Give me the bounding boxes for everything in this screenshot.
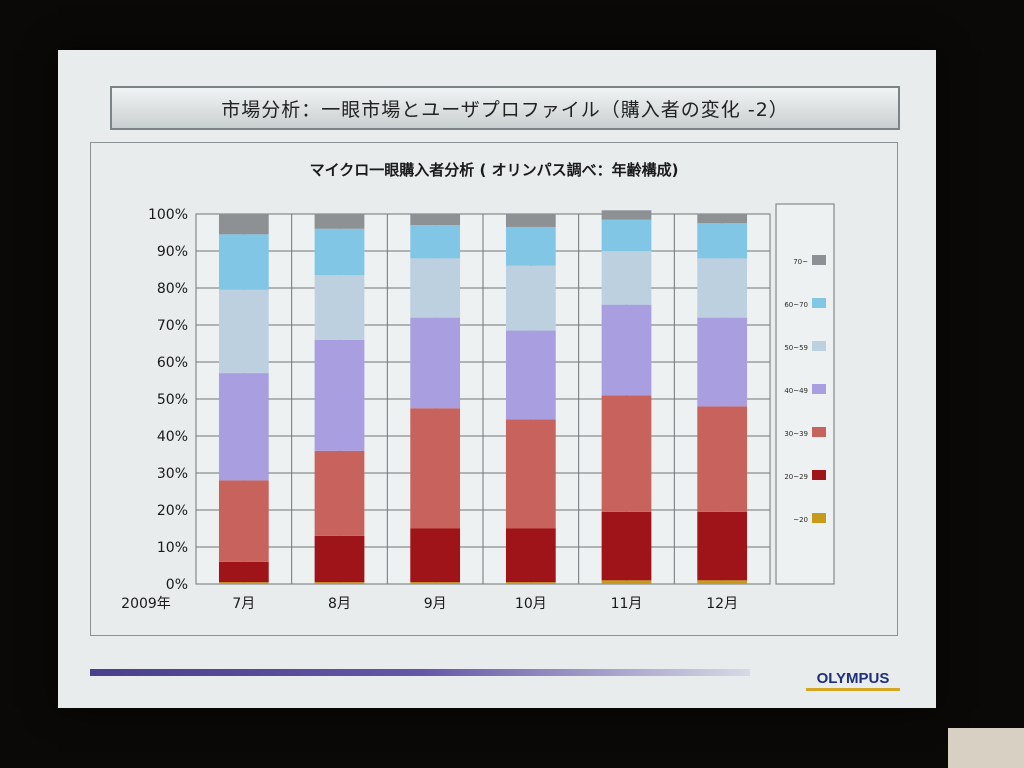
- legend-swatch: [812, 427, 826, 437]
- x-tick-label: 11月: [611, 596, 643, 612]
- olympus-logo: OLYMPUS: [816, 670, 890, 687]
- bar-segment-3-5: [410, 258, 461, 318]
- bar-segment-2-5: [314, 275, 365, 340]
- bar-segment-6-2: [697, 511, 748, 581]
- y-tick-label: 100%: [148, 207, 188, 223]
- bar-segment-6-4: [697, 317, 748, 407]
- bar-segment-1-3: [218, 480, 269, 562]
- bar-segment-2-2: [314, 535, 365, 583]
- y-tick-label: 20%: [157, 503, 188, 519]
- chart-title: マイクロ一眼購入者分析 ( オリンパス調べ：年齢構成): [310, 161, 679, 179]
- bar-segment-4-6: [505, 226, 556, 266]
- bar-segment-6-3: [697, 406, 748, 512]
- bar-segment-4-2: [505, 528, 556, 583]
- legend-label: 40~49: [784, 387, 808, 395]
- bar-segment-6-5: [697, 258, 748, 318]
- y-tick-label: 40%: [157, 429, 188, 445]
- x-tick-label: 12月: [706, 596, 738, 612]
- y-tick-label: 90%: [157, 244, 188, 260]
- bar-segment-2-4: [314, 339, 365, 451]
- y-tick-label: 80%: [157, 281, 188, 297]
- bar-segment-4-3: [505, 419, 556, 529]
- legend-swatch: [812, 384, 826, 394]
- year-label: 2009年: [121, 596, 171, 612]
- bar-segment-2-7: [314, 214, 365, 229]
- bar-segment-1-7: [218, 214, 269, 235]
- bar-segment-3-2: [410, 528, 461, 583]
- legend-label: 20~29: [784, 473, 808, 481]
- legend-label: 60~70: [784, 301, 808, 309]
- bar-segment-1-4: [218, 373, 269, 481]
- bar-segment-5-1: [601, 580, 652, 584]
- legend-swatch: [812, 470, 826, 480]
- bar-segment-5-2: [601, 511, 652, 581]
- x-tick-label: 7月: [232, 596, 255, 612]
- bar-segment-2-6: [314, 228, 365, 276]
- bar-segment-5-3: [601, 395, 652, 512]
- y-tick-label: 10%: [157, 540, 188, 556]
- bar-segment-2-1: [314, 582, 365, 584]
- bar-segment-6-1: [697, 580, 748, 584]
- bar-segment-3-4: [410, 317, 461, 409]
- decorative-divider: [90, 669, 750, 676]
- bar-segment-1-5: [218, 289, 269, 374]
- legend-swatch: [812, 255, 826, 265]
- bar-segment-4-4: [505, 330, 556, 420]
- bar-segment-1-2: [218, 561, 269, 583]
- legend-label: 30~39: [784, 430, 808, 438]
- bar-segment-1-1: [218, 582, 269, 584]
- slide-title: 市場分析：一眼市場とユーザプロファイル（購入者の変化 -2）: [110, 86, 900, 130]
- legend-label: 50~59: [784, 344, 808, 352]
- bar-segment-5-6: [601, 219, 652, 251]
- bar-segment-3-7: [410, 214, 461, 226]
- y-tick-label: 50%: [157, 392, 188, 408]
- background-object: [948, 728, 1024, 768]
- legend-swatch: [812, 341, 826, 351]
- bar-segment-3-1: [410, 582, 461, 584]
- bar-segment-4-1: [505, 582, 556, 584]
- y-tick-label: 0%: [166, 577, 188, 593]
- bar-segment-4-5: [505, 265, 556, 331]
- bar-segment-3-3: [410, 408, 461, 529]
- legend-swatch: [812, 298, 826, 308]
- y-tick-label: 60%: [157, 355, 188, 371]
- legend-swatch: [812, 513, 826, 523]
- x-tick-label: 9月: [424, 596, 447, 612]
- bar-segment-3-6: [410, 225, 461, 259]
- y-tick-label: 70%: [157, 318, 188, 334]
- x-tick-label: 8月: [328, 596, 351, 612]
- y-tick-label: 30%: [157, 466, 188, 482]
- bar-segment-5-4: [601, 304, 652, 396]
- x-tick-label: 10月: [515, 596, 547, 612]
- legend-label: 70~: [793, 258, 808, 266]
- bar-segment-2-3: [314, 450, 365, 536]
- bar-segment-5-7: [601, 210, 652, 220]
- bar-segment-6-7: [697, 214, 748, 224]
- chart-frame: [90, 142, 898, 636]
- bar-segment-1-6: [218, 234, 269, 290]
- bar-segment-6-6: [697, 223, 748, 259]
- bar-segment-5-5: [601, 251, 652, 305]
- legend-label: ~20: [793, 516, 808, 524]
- bar-segment-4-7: [505, 214, 556, 227]
- logo-underline: [806, 688, 900, 691]
